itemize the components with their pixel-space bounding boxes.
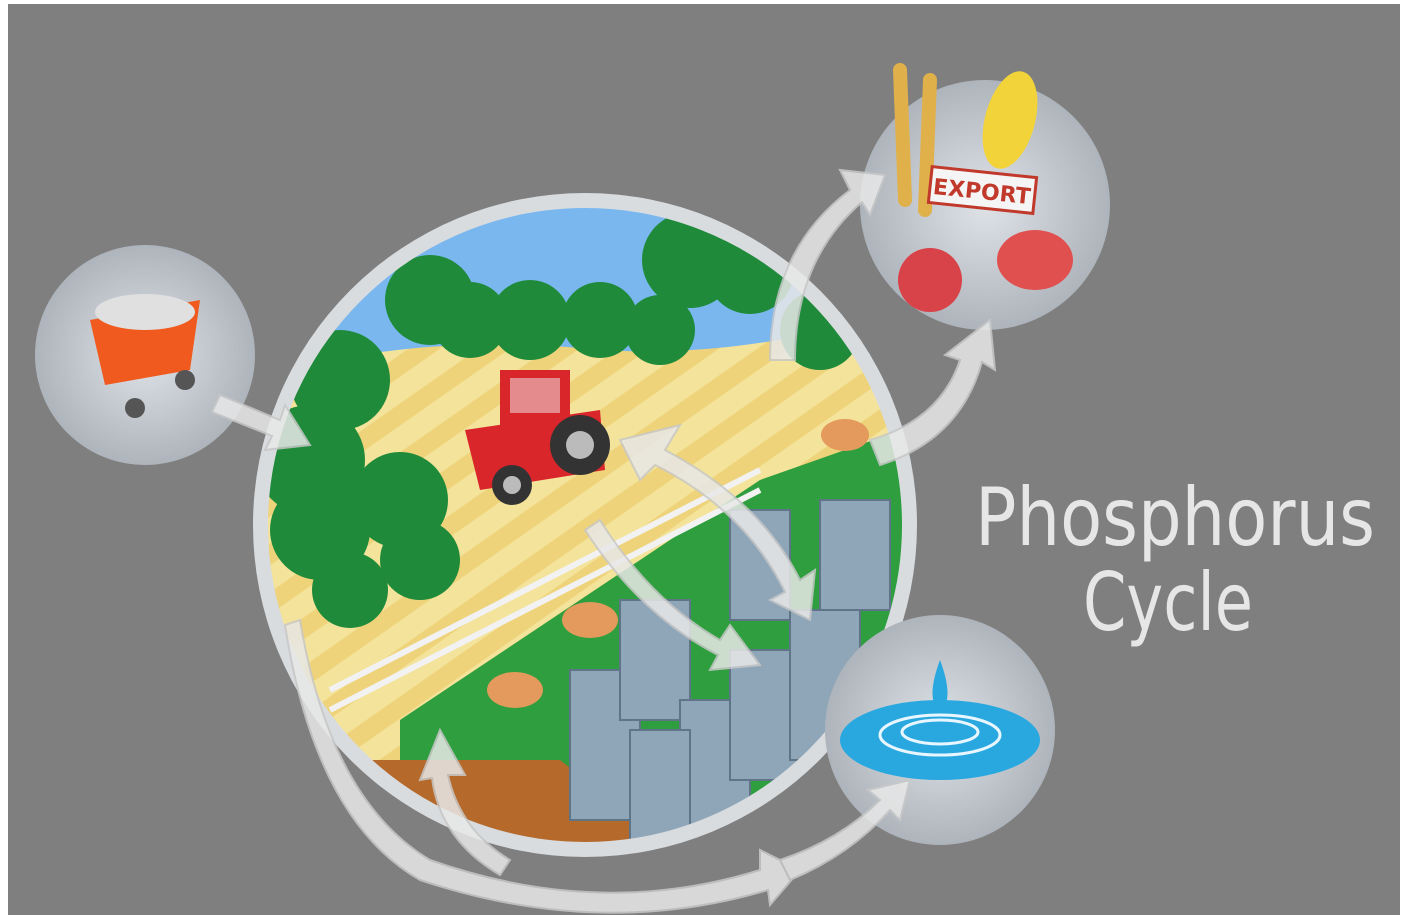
- title-line-2: Cycle: [1083, 556, 1253, 649]
- water-bubble: [825, 615, 1055, 845]
- title-line-1: Phosphorus: [975, 471, 1375, 564]
- illustration: EXPORT Phosphorus Cycle: [0, 0, 1406, 915]
- mining-bubble: [35, 245, 255, 465]
